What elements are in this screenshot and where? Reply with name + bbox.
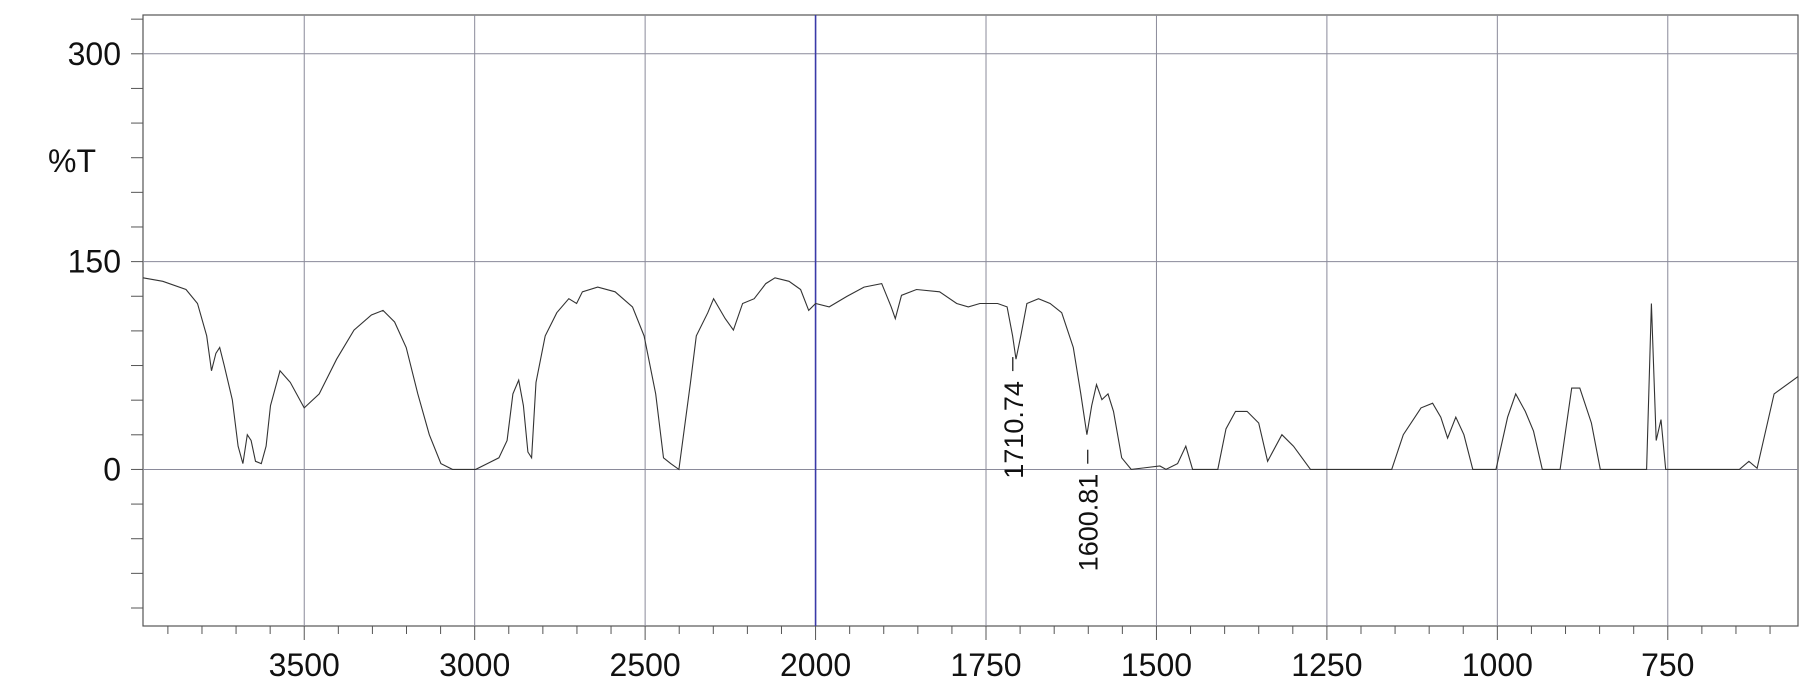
x-tick-label: 3000 — [439, 647, 510, 683]
annotation-label: 1600.81 — [1074, 474, 1104, 572]
y-axis-label: %T — [48, 143, 96, 179]
y-tick-label: 300 — [68, 36, 121, 72]
x-tick-label: 1000 — [1462, 647, 1533, 683]
annotation-label: 1710.74 — [999, 381, 1029, 479]
x-tick-label: 2000 — [780, 647, 851, 683]
x-tick-label: 3500 — [269, 647, 340, 683]
y-tick-label: 0 — [103, 451, 121, 487]
x-tick-label: 1750 — [950, 647, 1021, 683]
x-tick-label: 1250 — [1291, 647, 1362, 683]
x-tick-label: 2500 — [610, 647, 681, 683]
plot-frame — [142, 14, 1799, 627]
x-tick-label: 1500 — [1121, 647, 1192, 683]
x-tick-label: 750 — [1641, 647, 1694, 683]
y-tick-label: 150 — [68, 244, 121, 280]
spectrum-line — [142, 277, 1799, 471]
